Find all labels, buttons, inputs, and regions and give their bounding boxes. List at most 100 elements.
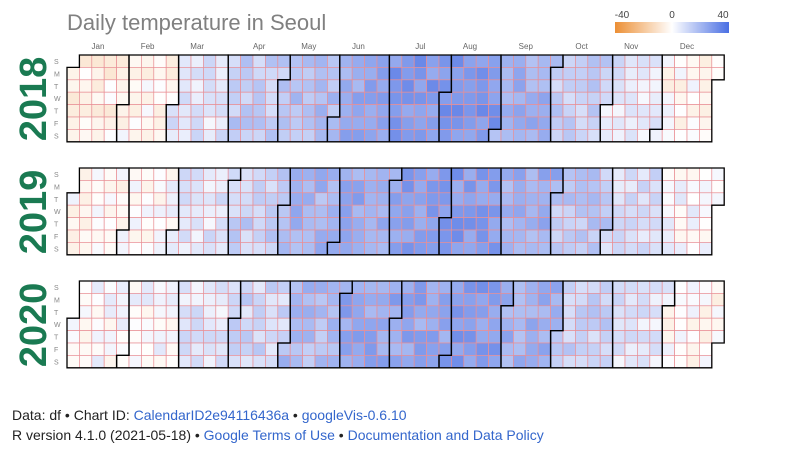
day-cell[interactable] [203, 317, 217, 331]
day-cell[interactable] [612, 355, 626, 369]
day-cell[interactable] [289, 317, 303, 331]
day-cell[interactable] [314, 280, 328, 294]
day-cell[interactable] [103, 229, 117, 243]
day-cell[interactable] [699, 91, 713, 105]
day-cell[interactable] [227, 67, 241, 81]
day-cell[interactable] [327, 91, 341, 105]
day-cell[interactable] [599, 192, 613, 206]
day-cell[interactable] [451, 167, 465, 181]
day-cell[interactable] [128, 342, 142, 356]
day-cell[interactable] [451, 293, 465, 307]
day-cell[interactable] [612, 54, 626, 68]
day-cell[interactable] [575, 305, 589, 319]
day-cell[interactable] [699, 229, 713, 243]
day-cell[interactable] [252, 204, 266, 218]
day-cell[interactable] [128, 355, 142, 369]
day-cell[interactable] [475, 342, 489, 356]
day-cell[interactable] [686, 192, 700, 206]
day-cell[interactable] [426, 204, 440, 218]
day-cell[interactable] [686, 167, 700, 181]
day-cell[interactable] [252, 54, 266, 68]
day-cell[interactable] [463, 305, 477, 319]
day-cell[interactable] [661, 280, 675, 294]
day-cell[interactable] [289, 280, 303, 294]
day-cell[interactable] [550, 67, 564, 81]
day-cell[interactable] [79, 116, 93, 130]
day-cell[interactable] [165, 305, 179, 319]
day-cell[interactable] [103, 116, 117, 130]
day-cell[interactable] [153, 116, 167, 130]
day-cell[interactable] [116, 67, 130, 81]
day-cell[interactable] [376, 129, 390, 143]
day-cell[interactable] [637, 116, 651, 130]
chart-id-link[interactable]: CalendarID2e94116436a [133, 407, 290, 423]
day-cell[interactable] [178, 54, 192, 68]
day-cell[interactable] [661, 104, 675, 118]
day-cell[interactable] [302, 293, 316, 307]
day-cell[interactable] [277, 167, 291, 181]
day-cell[interactable] [637, 104, 651, 118]
day-cell[interactable] [674, 229, 688, 243]
day-cell[interactable] [637, 355, 651, 369]
day-cell[interactable] [376, 305, 390, 319]
day-cell[interactable] [339, 79, 353, 93]
day-cell[interactable] [575, 293, 589, 307]
day-cell[interactable] [674, 355, 688, 369]
day-cell[interactable] [314, 104, 328, 118]
day-cell[interactable] [525, 342, 539, 356]
day-cell[interactable] [413, 116, 427, 130]
day-cell[interactable] [624, 342, 638, 356]
day-cell[interactable] [438, 330, 452, 344]
day-cell[interactable] [575, 317, 589, 331]
day-cell[interactable] [624, 242, 638, 256]
day-cell[interactable] [252, 180, 266, 194]
day-cell[interactable] [451, 342, 465, 356]
day-cell[interactable] [252, 79, 266, 93]
day-cell[interactable] [463, 217, 477, 231]
day-cell[interactable] [364, 67, 378, 81]
day-cell[interactable] [389, 192, 403, 206]
day-cell[interactable] [103, 129, 117, 143]
day-cell[interactable] [661, 293, 675, 307]
day-cell[interactable] [376, 79, 390, 93]
day-cell[interactable] [66, 79, 80, 93]
day-cell[interactable] [289, 79, 303, 93]
day-cell[interactable] [451, 280, 465, 294]
day-cell[interactable] [364, 79, 378, 93]
day-cell[interactable] [91, 229, 105, 243]
day-cell[interactable] [351, 54, 365, 68]
day-cell[interactable] [351, 192, 365, 206]
day-cell[interactable] [637, 204, 651, 218]
day-cell[interactable] [389, 293, 403, 307]
day-cell[interactable] [103, 293, 117, 307]
day-cell[interactable] [103, 342, 117, 356]
day-cell[interactable] [190, 293, 204, 307]
day-cell[interactable] [550, 293, 564, 307]
day-cell[interactable] [624, 192, 638, 206]
day-cell[interactable] [277, 204, 291, 218]
day-cell[interactable] [66, 91, 80, 105]
day-cell[interactable] [277, 129, 291, 143]
day-cell[interactable] [699, 192, 713, 206]
day-cell[interactable] [227, 116, 241, 130]
day-cell[interactable] [339, 293, 353, 307]
day-cell[interactable] [562, 305, 576, 319]
day-cell[interactable] [711, 293, 725, 307]
day-cell[interactable] [475, 355, 489, 369]
day-cell[interactable] [649, 204, 663, 218]
day-cell[interactable] [178, 229, 192, 243]
day-cell[interactable] [513, 192, 527, 206]
day-cell[interactable] [265, 67, 279, 81]
day-cell[interactable] [314, 242, 328, 256]
day-cell[interactable] [141, 217, 155, 231]
day-cell[interactable] [599, 293, 613, 307]
day-cell[interactable] [116, 104, 130, 118]
day-cell[interactable] [203, 355, 217, 369]
day-cell[interactable] [240, 180, 254, 194]
day-cell[interactable] [438, 204, 452, 218]
day-cell[interactable] [178, 204, 192, 218]
day-cell[interactable] [661, 67, 675, 81]
day-cell[interactable] [661, 229, 675, 243]
day-cell[interactable] [203, 342, 217, 356]
day-cell[interactable] [178, 305, 192, 319]
